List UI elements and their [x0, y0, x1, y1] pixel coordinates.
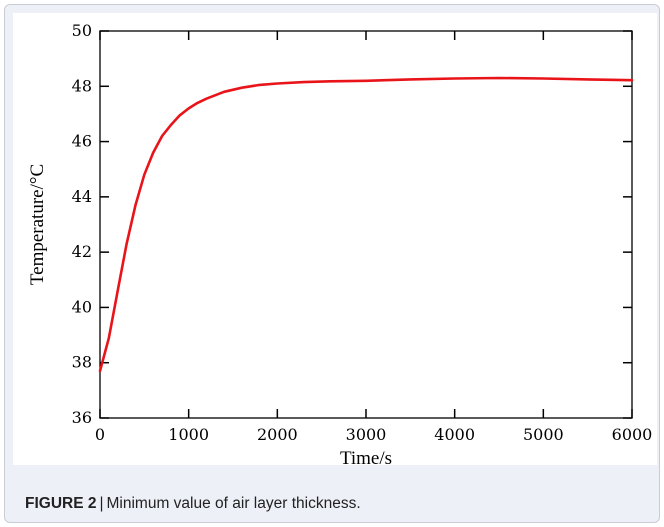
figure-caption: FIGURE 2 | Minimum value of air layer thic… — [25, 495, 361, 513]
caption-text: Minimum value of air layer thickness. — [106, 495, 361, 512]
x-tick-label: 4000 — [434, 425, 475, 444]
y-tick-label: 48 — [72, 76, 92, 95]
x-tick-label: 0 — [95, 425, 105, 444]
x-tick-label: 2000 — [257, 425, 298, 444]
x-axis-title: Time/s — [340, 448, 392, 465]
y-axis-title: Temperature/°C — [27, 164, 48, 285]
series-line — [98, 76, 634, 373]
line-chart: 0 1000 2000 3000 4000 5000 6000 36 38 40 42 44 46 48 5… — [27, 21, 653, 465]
x-tick-label: 6000 — [612, 425, 653, 444]
y-tick-label: 38 — [72, 353, 92, 372]
caption-separator: | — [99, 495, 104, 512]
y-tick-label: 44 — [72, 187, 92, 206]
y-tick-label: 40 — [72, 297, 92, 316]
x-tick-label: 1000 — [168, 425, 209, 444]
plot-area: 0 1000 2000 3000 4000 5000 6000 36 38 40 42 44 46 48 5… — [13, 13, 657, 465]
y-tick-label: 50 — [72, 21, 92, 40]
y-tick-label: 46 — [72, 132, 92, 151]
figure-label: FIGURE 2 — [25, 495, 97, 512]
x-tick-label: 3000 — [346, 425, 387, 444]
plot-frame — [99, 30, 633, 419]
x-tick-label: 5000 — [523, 425, 564, 444]
y-tick-label: 36 — [72, 408, 92, 427]
figure-panel: 0 1000 2000 3000 4000 5000 6000 36 38 40 42 44 46 48 5… — [4, 4, 660, 523]
y-tick-label: 42 — [72, 242, 92, 261]
